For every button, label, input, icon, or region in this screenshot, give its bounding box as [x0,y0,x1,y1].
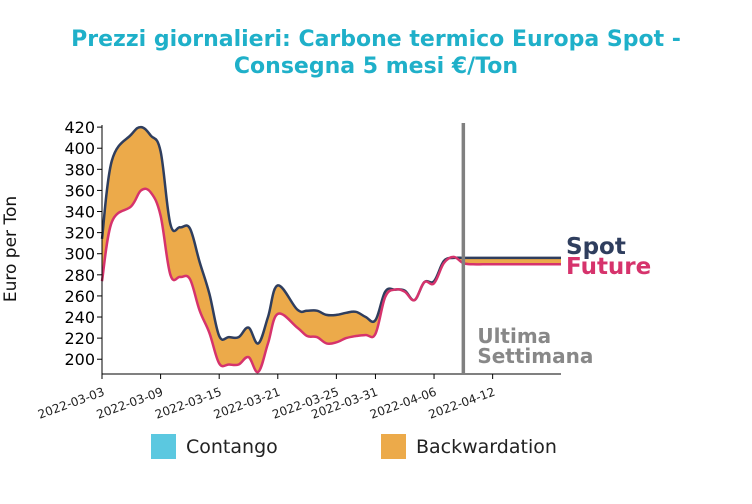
y-tick-label: 360 [64,181,95,200]
x-tick-label: 2022-04-12 [427,385,497,422]
spot-line [100,125,561,345]
legend-label-backwardation: Backwardation [416,436,557,458]
x-tick-label: 2022-03-21 [212,385,282,422]
line-layer [100,125,561,374]
y-axis-label: Euro per Ton [1,196,21,302]
y-tick-label: 240 [64,308,95,327]
x-tick-label: 2022-03-15 [153,385,223,422]
x-tick-label: 2022-03-03 [36,385,106,422]
y-tick-label: 400 [64,139,95,158]
chart-title-line2: Consegna 5 mesi €/Ton [234,54,518,79]
legend: Contango Backwardation [151,434,557,459]
future-end-label: Future [566,254,651,280]
y-tick-label: 200 [64,350,95,369]
y-tick-label: 320 [64,224,95,243]
backwardation-area [102,127,561,373]
y-tick-label: 300 [64,245,95,264]
future-line [100,187,561,374]
y-tick-label: 420 [64,118,95,137]
x-tick-label: 2022-04-06 [368,385,438,422]
spot-end-label: Spot [566,234,626,260]
y-tick-label: 340 [64,203,95,222]
y-tick-label: 220 [64,329,95,348]
last-week-label-line2: Settimana [477,344,593,368]
legend-swatch-contango [151,434,176,459]
x-tick-label: 2022-03-09 [95,385,165,422]
area-layer [102,127,561,373]
y-tick-label: 380 [64,160,95,179]
chart-title-line1: Prezzi giornalieri: Carbone termico Euro… [71,27,681,52]
y-tick-label: 280 [64,266,95,285]
legend-label-contango: Contango [186,436,278,458]
last-week-label-line1: Ultima [477,324,551,348]
y-tick-label: 260 [64,287,95,306]
legend-swatch-backwardation [381,434,406,459]
